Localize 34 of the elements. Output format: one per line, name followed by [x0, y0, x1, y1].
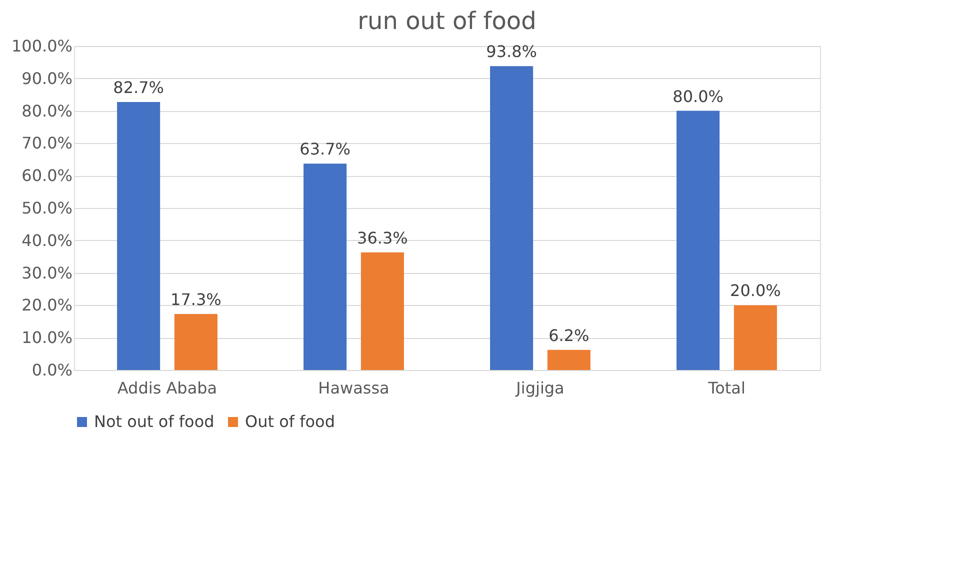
data-label: 80.0% [672, 86, 724, 106]
y-tick-label: 60.0% [22, 166, 72, 186]
data-label: 6.2% [548, 326, 590, 345]
data-label: 93.8% [486, 42, 537, 62]
data-label: 82.7% [113, 78, 164, 98]
data-label: 63.7% [300, 140, 350, 159]
bar [117, 102, 160, 370]
x-tick-label: Jigjiga [515, 378, 564, 398]
chart-title: run out of food [358, 7, 536, 35]
data-label: 36.3% [357, 228, 408, 248]
data-label: 17.3% [170, 290, 222, 309]
x-tick-label: Hawassa [318, 378, 390, 398]
bar [734, 305, 777, 370]
y-tick-label: 50.0% [22, 198, 72, 218]
y-tick-label: 80.0% [22, 101, 72, 120]
legend-label: Not out of food [94, 412, 214, 431]
y-tick-label: 10.0% [22, 328, 72, 348]
bar [547, 350, 590, 370]
x-tick-label: Addis Ababa [117, 378, 218, 398]
y-tick-label: 0.0% [32, 360, 72, 380]
y-tick-label: 30.0% [22, 263, 72, 282]
data-label: 20.0% [730, 281, 781, 300]
x-tick-label: Total [707, 378, 746, 398]
y-tick-label: 100.0% [11, 36, 72, 56]
bar [304, 164, 347, 370]
y-tick-label: 20.0% [22, 296, 72, 315]
bar [360, 252, 404, 370]
bar [490, 66, 534, 370]
bar [174, 314, 218, 370]
y-tick-label: 90.0% [22, 68, 72, 88]
y-tick-label: 70.0% [22, 134, 72, 153]
bar [676, 110, 720, 370]
legend-label: Out of food [245, 412, 335, 431]
y-tick-label: 40.0% [22, 230, 72, 250]
